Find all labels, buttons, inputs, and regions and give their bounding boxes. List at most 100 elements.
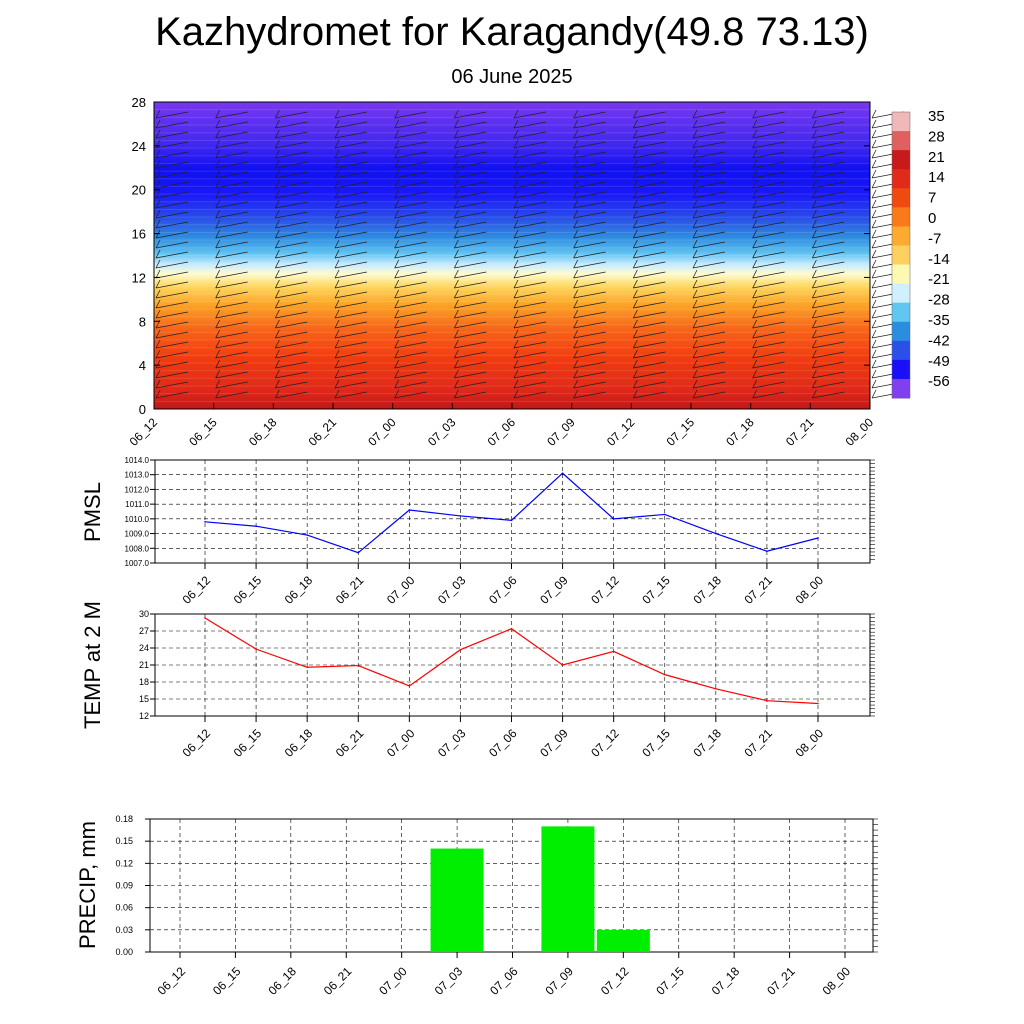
- colorbar-swatch: [892, 112, 910, 132]
- colorbar-label: 28: [928, 128, 945, 145]
- wind-barb-flag: [334, 109, 340, 119]
- wind-barb: [752, 361, 785, 369]
- wind-barb: [454, 351, 487, 359]
- wind-barb: [454, 121, 487, 129]
- wind-barb-flag: [215, 329, 221, 339]
- wind-barb-flag: [752, 169, 758, 179]
- wind-barb: [454, 291, 487, 299]
- wind-barb: [275, 301, 308, 309]
- wind-barb-flag: [811, 299, 817, 309]
- wind-barb: [215, 201, 248, 209]
- wind-barb: [215, 351, 248, 359]
- y-tick-label: 1009.0: [125, 530, 150, 539]
- wind-barb-flag: [453, 379, 459, 389]
- wind-barb: [633, 291, 666, 299]
- wind-barb: [275, 211, 308, 219]
- y-axis-label: PMSL: [80, 482, 105, 542]
- wind-barb: [812, 371, 845, 379]
- wind-barb-flag: [632, 149, 638, 159]
- wind-barb: [692, 131, 726, 139]
- wind-barb: [454, 271, 487, 279]
- data-point: [612, 518, 615, 520]
- wind-barb: [513, 121, 547, 129]
- wind-barb: [215, 331, 248, 339]
- wind-barb-flag: [871, 249, 877, 259]
- wind-barb: [334, 341, 368, 349]
- wind-barb-flag: [752, 369, 758, 379]
- wind-barb: [334, 111, 368, 119]
- wind-barb-flag: [811, 359, 817, 369]
- data-point: [306, 666, 308, 669]
- wind-barb: [275, 351, 308, 359]
- wind-barb: [812, 131, 845, 139]
- wind-barb-flag: [811, 119, 817, 129]
- wind-barb-flag: [871, 369, 877, 379]
- wind-barb-flag: [871, 389, 877, 399]
- data-point: [766, 699, 768, 702]
- x-tick-label: 07_09: [543, 964, 577, 998]
- wind-barb: [812, 121, 845, 129]
- wind-barb: [573, 161, 606, 169]
- wind-barb: [633, 311, 666, 319]
- wind-barb-flag: [871, 149, 877, 159]
- wind-barb: [752, 191, 785, 199]
- wind-barb: [513, 381, 547, 389]
- wind-barb: [155, 281, 189, 289]
- wind-barb: [513, 371, 547, 379]
- wind-barb: [812, 251, 845, 259]
- wind-barb-flag: [394, 279, 400, 289]
- wind-barb-flag: [215, 209, 221, 219]
- colorbar-label: -21: [928, 271, 950, 288]
- wind-barb: [513, 291, 547, 299]
- wind-barb-flag: [394, 199, 400, 209]
- wind-barb: [513, 351, 547, 359]
- x-tick-label: 07_15: [653, 964, 687, 998]
- wind-barb: [573, 311, 606, 319]
- wind-barb: [513, 191, 547, 199]
- y-tick-label: 0: [139, 402, 146, 417]
- wind-barb-flag: [692, 159, 698, 169]
- wind-barb-flag: [752, 299, 758, 309]
- wind-barb: [394, 391, 427, 399]
- x-tick-label: 07_00: [384, 573, 418, 607]
- wind-barb: [454, 331, 487, 339]
- wind-barb: [692, 161, 726, 169]
- wind-barb: [155, 151, 189, 159]
- x-tick-label: 07_12: [588, 573, 622, 607]
- wind-barb-flag: [334, 309, 340, 319]
- wind-barb: [513, 171, 547, 179]
- wind-barb: [454, 241, 487, 249]
- x-tick-label: 07_12: [588, 726, 622, 760]
- wind-barb-flag: [752, 139, 758, 149]
- wind-barb-flag: [274, 379, 280, 389]
- wind-barb: [812, 341, 845, 349]
- wind-barb: [454, 361, 487, 369]
- wind-barb: [513, 301, 547, 309]
- wind-barb-flag: [692, 219, 698, 229]
- wind-barb: [275, 191, 308, 199]
- wind-barb: [394, 151, 427, 159]
- wind-barb: [275, 281, 308, 289]
- wind-barb: [215, 381, 248, 389]
- wind-barb: [334, 231, 368, 239]
- wind-barb: [275, 381, 308, 389]
- colorbar-label: -14: [928, 251, 950, 268]
- wind-barb: [573, 241, 606, 249]
- wind-barb-flag: [871, 379, 877, 389]
- wind-barb: [812, 331, 845, 339]
- wind-barb: [633, 371, 666, 379]
- wind-barb-flag: [811, 309, 817, 319]
- wind-barb-flag: [453, 339, 459, 349]
- wind-barb: [215, 361, 248, 369]
- wind-barb-flag: [453, 349, 459, 359]
- wind-barb: [513, 281, 547, 289]
- wind-barb: [752, 161, 785, 169]
- wind-barb: [573, 111, 606, 119]
- wind-barb-flag: [632, 279, 638, 289]
- wind-barb-flag: [513, 169, 519, 179]
- wind-barb: [454, 281, 487, 289]
- wind-barb: [454, 111, 487, 119]
- wind-barb-flag: [573, 379, 579, 389]
- wind-barb: [692, 261, 726, 269]
- wind-barb: [394, 251, 427, 259]
